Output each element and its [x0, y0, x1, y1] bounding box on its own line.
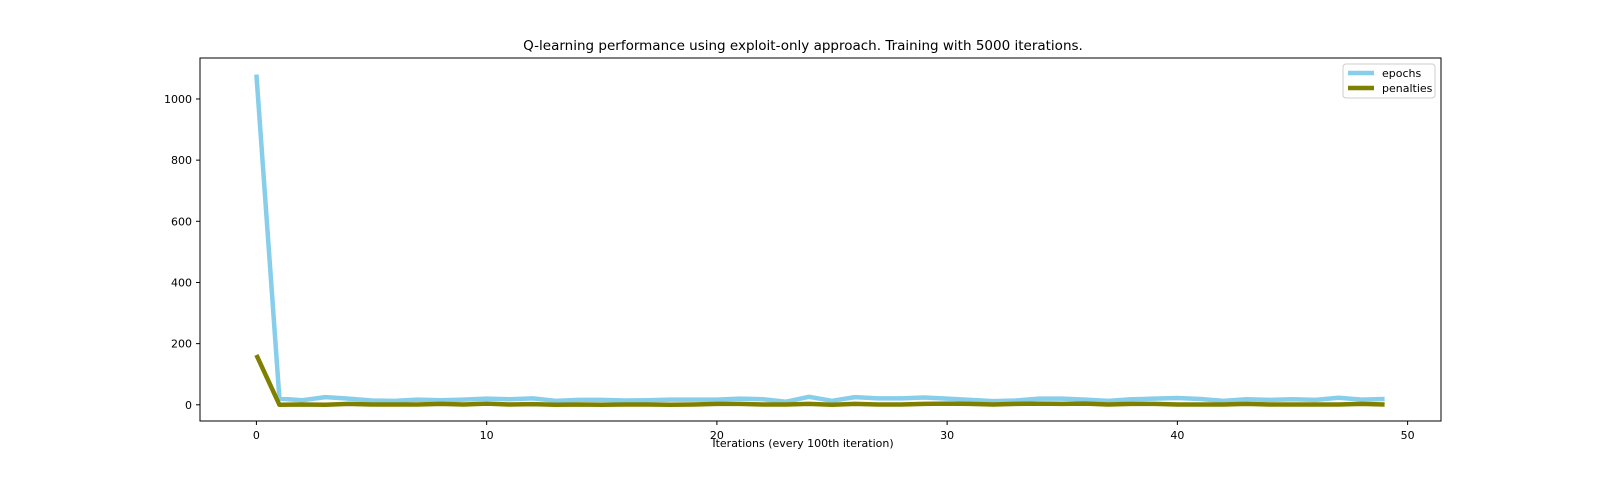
y-axis: 0 200 400 600 800 1000 — [164, 93, 200, 412]
x-tick-label: 10 — [480, 429, 494, 442]
chart-title: Q-learning performance using exploit-onl… — [523, 38, 1083, 54]
y-tick-label: 800 — [171, 154, 192, 167]
y-tick-label: 200 — [171, 338, 192, 351]
legend-label-penalties: penalties — [1382, 82, 1433, 95]
x-tick-label: 30 — [940, 429, 954, 442]
y-tick-label: 600 — [171, 215, 192, 228]
x-tick-label: 0 — [253, 429, 260, 442]
series-layer — [254, 74, 1385, 408]
legend: epochs penalties — [1342, 63, 1436, 99]
series-line-penalties — [254, 353, 1385, 408]
x-axis: 0 10 20 30 40 50 — [253, 421, 1415, 442]
y-tick-label: 1000 — [164, 93, 192, 106]
x-tick-label: 50 — [1401, 429, 1415, 442]
series-line-epochs — [254, 74, 1385, 404]
x-axis-label: Iterations (every 100th iteration) — [712, 437, 893, 450]
legend-label-epochs: epochs — [1382, 67, 1421, 80]
x-tick-label: 20 — [710, 429, 724, 442]
plot-frame — [199, 57, 1442, 422]
y-tick-label: 400 — [171, 276, 192, 289]
y-tick-label: 0 — [185, 399, 192, 412]
x-tick-label: 40 — [1170, 429, 1184, 442]
